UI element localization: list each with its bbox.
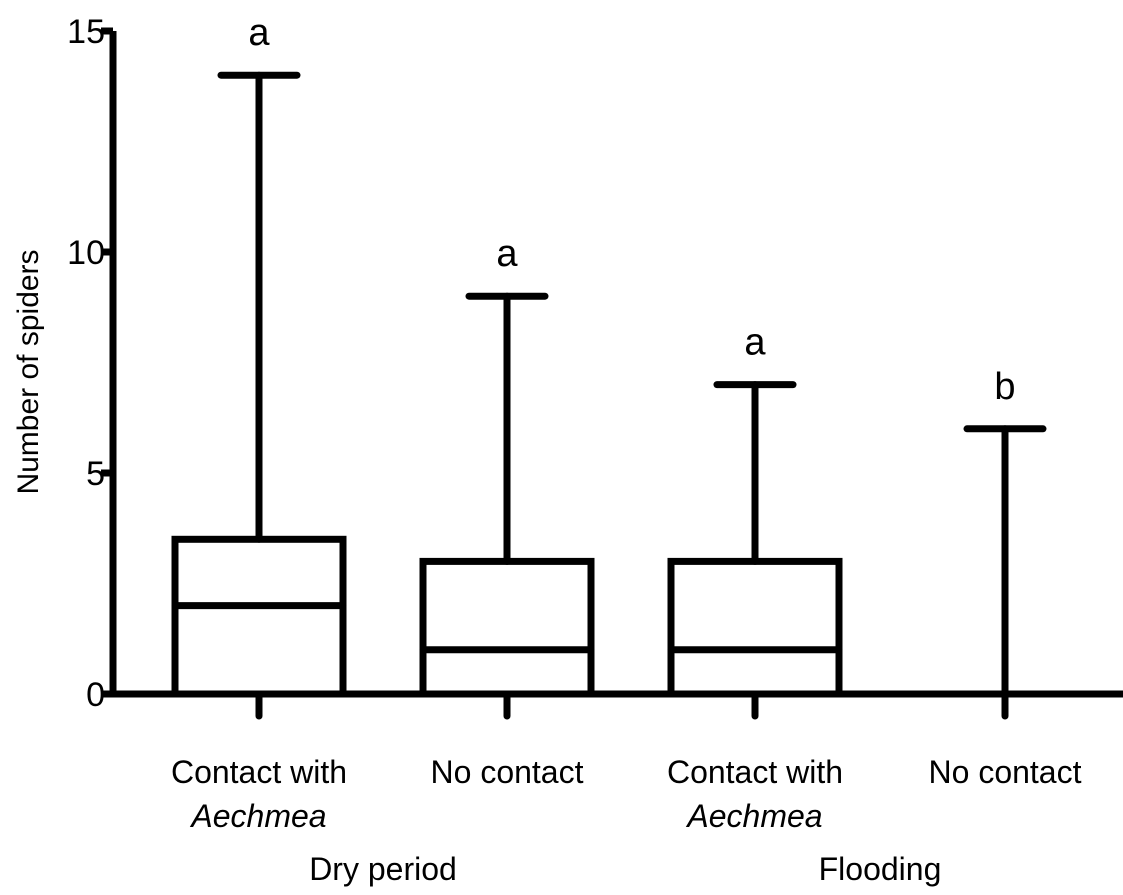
iqr-box bbox=[171, 535, 347, 698]
y-tick-label: 0 bbox=[86, 676, 105, 714]
boxes-layer bbox=[171, 71, 1047, 720]
y-tick-label: 5 bbox=[86, 455, 105, 493]
category-label: No contact bbox=[929, 754, 1082, 790]
category-label: No contact bbox=[431, 754, 584, 790]
category-label: Contact with bbox=[171, 754, 347, 790]
group-label: Flooding bbox=[819, 851, 942, 887]
box-group bbox=[963, 425, 1047, 720]
y-tick-label: 10 bbox=[67, 234, 105, 272]
category-label-italic: Aechmea bbox=[189, 798, 326, 834]
significance-label: a bbox=[496, 233, 518, 275]
significance-label: a bbox=[744, 322, 766, 364]
box-group bbox=[419, 292, 595, 720]
axes-layer bbox=[109, 31, 1123, 698]
group-label: Dry period bbox=[309, 851, 457, 887]
iqr-box bbox=[667, 557, 843, 698]
iqr-box bbox=[419, 557, 595, 698]
box-group bbox=[171, 71, 347, 720]
y-tick-label: 15 bbox=[67, 13, 105, 51]
category-label: Contact with bbox=[667, 754, 843, 790]
significance-label: a bbox=[248, 12, 270, 54]
box-group bbox=[667, 381, 843, 720]
y-axis-title: Number of spiders bbox=[12, 249, 45, 494]
labels-layer: a Contact with Aechmea a No contact a Contact … bbox=[171, 12, 1082, 887]
category-label-italic: Aechmea bbox=[685, 798, 822, 834]
significance-label: b bbox=[994, 366, 1015, 408]
y-ticks-layer: 0 5 10 15 bbox=[67, 13, 113, 714]
